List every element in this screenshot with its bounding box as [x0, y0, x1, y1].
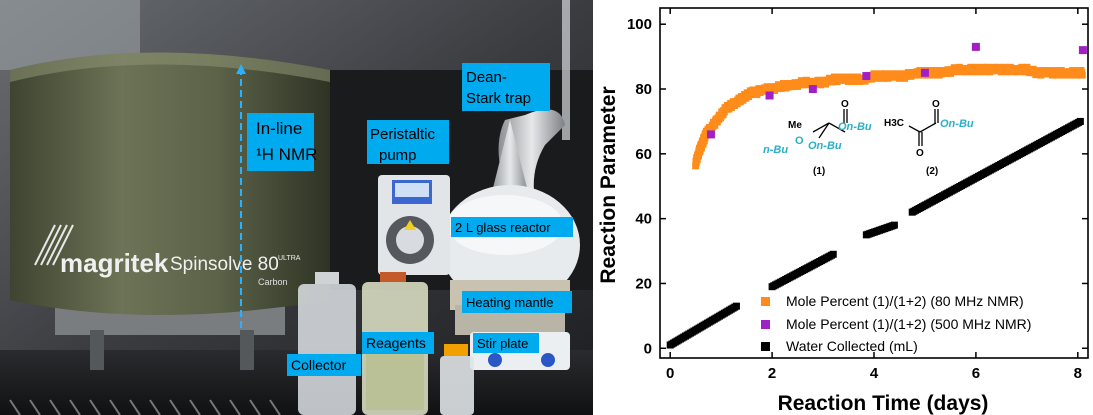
svg-text:In-line ¹H NMR: In-line ¹H NMR: [256, 119, 317, 164]
compound-2-h3c: H3C: [884, 118, 904, 129]
data-points: [666, 42, 1087, 349]
y-tick-label: 80: [635, 81, 652, 98]
point-500mhz: [706, 130, 715, 139]
compound-2-number: (2): [926, 166, 938, 177]
label-glass-reactor: 2 L glass reactor: [451, 217, 573, 237]
compound-2-o-top: O: [932, 99, 940, 110]
svg-text:Collector: Collector: [291, 357, 347, 373]
label-stir-plate: Stir plate: [473, 333, 539, 353]
instrument-model-suffix: ULTRA: [278, 255, 301, 262]
label-peristaltic-pump: Peristaltic pump: [367, 120, 449, 164]
instrument-variant: Carbon: [258, 277, 288, 287]
x-tick-label: 4: [870, 365, 879, 382]
point-80mhz: [692, 162, 700, 170]
svg-text:Reagents: Reagents: [366, 335, 426, 351]
peristaltic-pump: [378, 175, 450, 275]
compound-2-structure: H3C O O On-Bu (2): [884, 99, 974, 177]
y-tick-label: 40: [635, 211, 652, 228]
svg-text:Stir plate: Stir plate: [477, 336, 528, 351]
compound-1-on-bu-2: On-Bu: [808, 140, 842, 152]
svg-text:2 L glass reactor: 2 L glass reactor: [455, 220, 551, 235]
compound-1-on-bu-1: On-Bu: [838, 121, 872, 133]
compound-1-number: (1): [813, 166, 825, 177]
legend-label-water: Water Collected (mL): [786, 338, 918, 354]
x-tick-label: 2: [768, 365, 776, 382]
compound-2-o-bottom: O: [916, 148, 924, 159]
label-dean-stark: Dean- Stark trap: [462, 63, 550, 111]
x-tick-label: 8: [1074, 365, 1082, 382]
point-500mhz: [1078, 46, 1087, 55]
small-bottle: [440, 344, 474, 415]
nmr-spectrometer: magritek Spinsolve 80 ULTRA Carbon: [10, 52, 330, 370]
point-water: [829, 250, 837, 258]
y-tick-label: 20: [635, 275, 652, 292]
legend: Mole Percent (1)/(1+2) (80 MHz NMR) Mole…: [761, 293, 1031, 354]
y-tick-label: 60: [635, 146, 652, 163]
compound-1-o: O: [795, 135, 804, 147]
point-80mhz: [867, 75, 875, 83]
instrument-model: Spinsolve 80: [170, 254, 279, 275]
arrow-head-icon: [236, 64, 246, 74]
label-heating-mantle: Heating mantle: [462, 291, 572, 313]
compound-2-on-bu: On-Bu: [940, 118, 974, 130]
label-reagents: Reagents: [362, 332, 434, 354]
lab-setup-photo: magritek Spinsolve 80 ULTRA Carbon: [0, 0, 593, 415]
compound-1-me: Me: [788, 120, 802, 131]
svg-text:Heating mantle: Heating mantle: [466, 295, 553, 310]
x-axis-title: Reaction Time (days): [778, 392, 989, 415]
point-water: [890, 221, 898, 229]
legend-marker-purple: [761, 320, 770, 329]
point-water: [732, 302, 740, 310]
svg-text:Peristaltic pump: Peristaltic pump: [370, 126, 439, 164]
label-collector: Collector: [287, 354, 361, 376]
magritek-logo-icon: [34, 224, 74, 266]
y-axis-title: Reaction Parameter: [597, 86, 620, 283]
point-500mhz: [920, 68, 929, 77]
point-500mhz: [971, 42, 980, 51]
dean-stark-apparatus: [490, 0, 570, 200]
label-inline-nmr: In-line ¹H NMR: [247, 113, 317, 171]
instrument-brand: magritek: [60, 248, 169, 278]
svg-text:Dean- Stark trap: Dean- Stark trap: [466, 69, 531, 107]
point-500mhz: [862, 72, 871, 81]
label-inline-nmr-line1: In-line: [256, 119, 302, 138]
x-tick-label: 0: [666, 365, 674, 382]
compound-1-carbonyl-o: O: [841, 99, 849, 110]
compound-1-structure: Me O On-Bu n-Bu O On-Bu (1): [763, 99, 872, 177]
legend-marker-black: [761, 342, 770, 351]
y-tick-label: 100: [627, 16, 652, 33]
legend-label-80mhz: Mole Percent (1)/(1+2) (80 MHz NMR): [786, 293, 1024, 309]
point-water: [1076, 117, 1084, 125]
bench-grille: [9, 399, 281, 415]
compound-1-n-bu: n-Bu: [763, 144, 788, 156]
y-tick-label: 0: [644, 340, 652, 357]
collector-bottle: [298, 272, 356, 415]
point-80mhz: [693, 156, 701, 164]
legend-marker-orange: [761, 297, 770, 306]
point-500mhz: [765, 91, 774, 100]
point-80mhz: [1078, 71, 1086, 79]
legend-label-500mhz: Mole Percent (1)/(1+2) (500 MHz NMR): [786, 316, 1031, 332]
x-tick-label: 6: [972, 365, 980, 382]
label-inline-nmr-line2: ¹H NMR: [256, 145, 317, 164]
point-500mhz: [808, 85, 817, 94]
